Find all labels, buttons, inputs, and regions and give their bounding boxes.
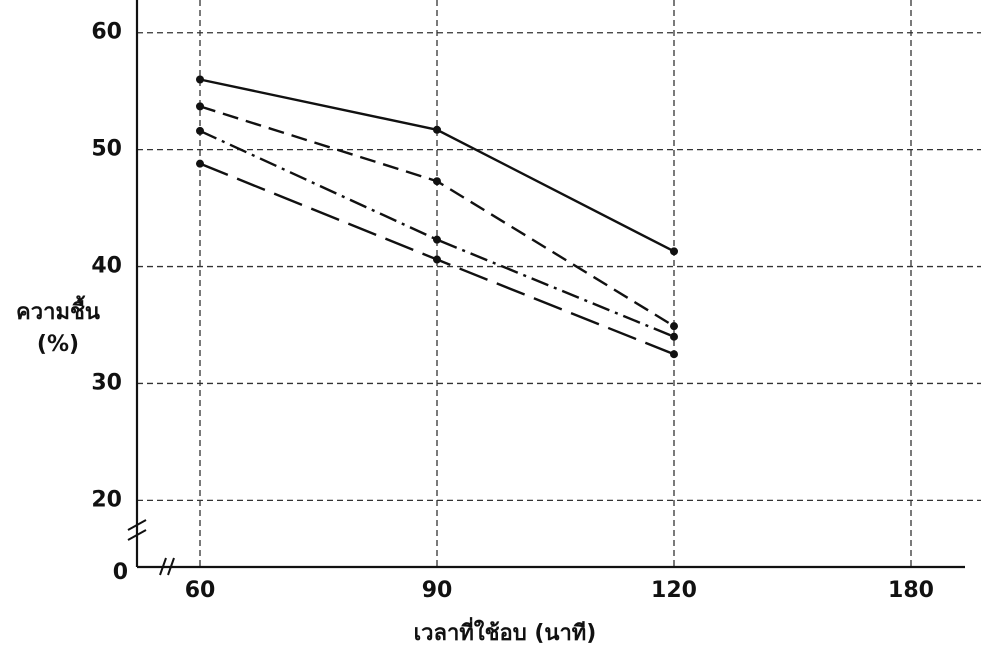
y-tick-label: 30 <box>91 370 122 395</box>
data-point <box>196 159 204 168</box>
series-line <box>199 129 675 338</box>
data-point <box>433 177 441 186</box>
data-point <box>196 126 204 135</box>
data-point <box>670 332 678 341</box>
data-point <box>433 125 441 134</box>
x-tick-label: 120 <box>651 578 697 603</box>
data-point <box>670 247 678 256</box>
x-tick-label: 180 <box>888 578 934 603</box>
y-tick-label: 60 <box>91 20 122 45</box>
y-axis-label: (%) <box>37 332 79 357</box>
y-tick-label: 20 <box>91 487 122 512</box>
y-axis-label: ความชื้น <box>16 295 100 325</box>
data-point <box>433 255 441 264</box>
x-tick-label: 90 <box>422 578 453 603</box>
data-point <box>196 102 204 111</box>
y-tick-label: 0 <box>113 560 128 585</box>
y-tick-label: 50 <box>91 137 122 162</box>
data-point <box>670 350 678 359</box>
axis-break <box>167 557 175 576</box>
data-point <box>196 75 204 84</box>
axis-break <box>127 519 147 531</box>
data-point <box>433 235 441 244</box>
y-tick-label: 40 <box>91 254 122 279</box>
x-tick-label: 60 <box>185 578 216 603</box>
axis-break <box>127 529 147 541</box>
data-point <box>670 322 678 331</box>
axis-break <box>159 557 167 576</box>
x-axis-label: เวลาที่ใช้อบ (นาที) <box>414 616 597 646</box>
